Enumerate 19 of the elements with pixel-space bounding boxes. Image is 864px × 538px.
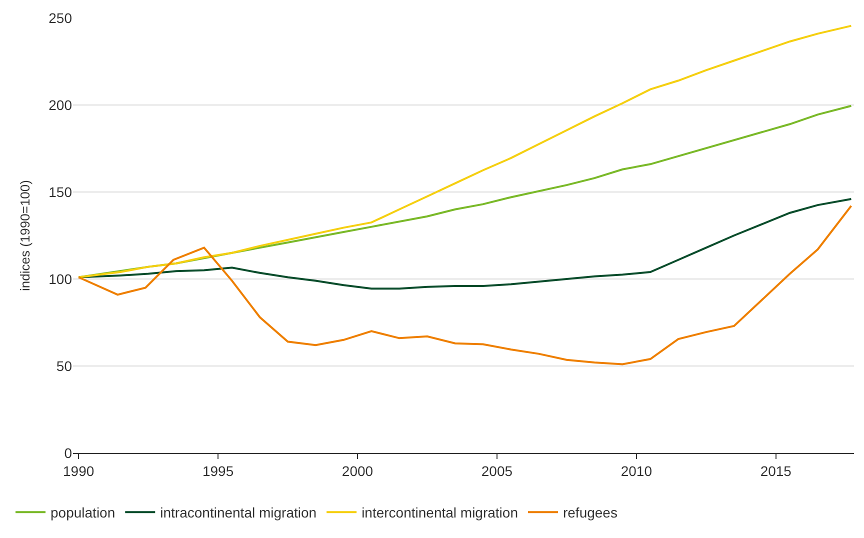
x-tick-label: 2000	[342, 462, 374, 479]
y-tick-label: 100	[48, 270, 72, 287]
x-tick-label: 2005	[481, 462, 513, 479]
y-tick-label: 150	[48, 184, 72, 200]
y-tick-label: 0	[64, 444, 72, 461]
legend-label: refugees	[562, 504, 618, 521]
y-tick-label: 200	[48, 96, 72, 113]
y-axis-title: indices (1990=100)	[18, 180, 33, 291]
line-series	[78, 204, 852, 366]
legend-label: population	[50, 504, 116, 521]
x-tick-label: 1990	[63, 462, 94, 479]
legend-label: intracontinental migration	[160, 504, 317, 521]
x-tick-label: 2015	[760, 462, 792, 479]
x-tick-label: 1995	[202, 462, 234, 479]
y-tick-label: 250	[48, 10, 72, 26]
legend-label: intercontinental migration	[362, 504, 518, 521]
line-series	[78, 24, 852, 278]
x-tick-label: 2010	[620, 462, 652, 479]
y-tick-label: 50	[56, 358, 72, 374]
